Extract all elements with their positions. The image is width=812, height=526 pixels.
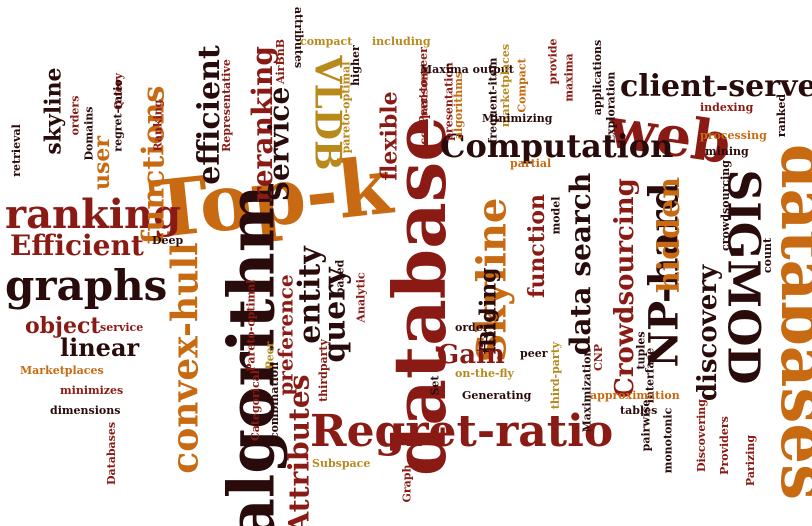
word-compact-cap: Compact	[515, 58, 529, 113]
word-convex-hull: convex-hull	[164, 242, 207, 474]
word-set: Set	[428, 375, 442, 396]
word-maxima-output: Maxima output	[420, 63, 514, 76]
word-flexible: flexible	[376, 91, 403, 181]
word-ranking-small: Ranking	[151, 99, 165, 152]
word-client-server: client-server	[620, 69, 812, 104]
word-mining: mining	[705, 145, 749, 158]
word-domains: Domains	[82, 106, 96, 161]
word-approximation: approximation	[590, 389, 680, 402]
word-skyline-small: skyline	[40, 67, 67, 155]
word-provide: provide	[546, 38, 560, 85]
word-comparisons: comparisons	[417, 66, 431, 145]
word-monotonic: monotonic	[661, 407, 675, 474]
word-thirdparty: thirdparty	[316, 339, 330, 402]
word-gain: Gain	[437, 340, 505, 370]
word-minimizes: minimizes	[60, 384, 124, 397]
word-deep: Deep	[152, 234, 184, 247]
word-attributes-small: attributes	[292, 6, 306, 69]
word-categorical: Categorical	[248, 370, 262, 441]
word-hidden: hidden	[652, 176, 688, 294]
word-algorithms: algorithms	[452, 71, 466, 140]
word-cnp: CNP	[592, 343, 606, 372]
word-exploration: Exploration	[604, 71, 618, 144]
word-crowdsourcing: crowdsourcing	[718, 160, 732, 251]
word-processing: processing	[700, 129, 767, 142]
word-analytic: Analytic	[354, 272, 368, 323]
word-entity: entity	[292, 246, 328, 344]
word-minimizing: Minimizing	[482, 112, 553, 125]
word-dimensions: dimensions	[50, 404, 121, 417]
word-providers: Providers	[717, 416, 731, 475]
word-orders: orders	[68, 95, 82, 136]
word-graph: Graph	[400, 464, 414, 503]
word-parizing: Parizing	[744, 434, 758, 487]
word-marketplaces-cap: Marketplaces	[20, 364, 104, 377]
word-retrieval: retrieval	[9, 124, 23, 177]
word-object: object	[25, 313, 101, 339]
word-combination: combination	[268, 361, 282, 440]
word-regret-ratio: regret-ratio	[111, 79, 125, 152]
word-including: including	[372, 35, 431, 48]
word-peer-small: peer	[520, 347, 548, 360]
word-count: count	[761, 237, 775, 274]
word-applications: applications	[591, 39, 605, 116]
word-data-search: data search	[564, 172, 598, 356]
word-databases-small: Databases	[105, 421, 119, 486]
word-model: model	[549, 196, 563, 235]
word-databases: databases	[766, 143, 812, 501]
word-subspace: Subspace	[312, 457, 371, 470]
word-function: function	[524, 193, 551, 299]
word-maximization: Maximization	[580, 348, 594, 433]
word-based: based	[333, 259, 347, 296]
word-maxima: maxima	[562, 53, 576, 102]
word-airbnb: AirBnB	[274, 38, 288, 85]
word-service-small: service	[100, 321, 144, 334]
word-pareto-optimal: pareto-optimal	[339, 61, 353, 154]
word-indexing: indexing	[700, 101, 754, 114]
word-tables: tables	[620, 404, 658, 417]
word-representative: Representative	[219, 59, 233, 152]
word-order: order	[455, 321, 489, 334]
word-discovery: discovery	[693, 264, 724, 402]
word-efficient-h: Efficient	[10, 229, 144, 262]
word-regret-ratio-big: Regret-ratio	[310, 406, 614, 457]
word-service-big: Service	[262, 86, 296, 202]
word-pareto-optimal-cap: Pareto-optimal	[244, 279, 258, 372]
word-third-party: third-party	[549, 341, 563, 410]
word-on-the-fly: on-the-fly	[455, 367, 514, 380]
word-partial: partial	[510, 157, 552, 170]
word-compact: compact	[300, 35, 353, 48]
word-graphs: graphs	[5, 261, 168, 310]
word-computation: Computation	[440, 127, 674, 165]
word-generating: Generating	[462, 389, 532, 402]
word-ranking: ranking	[5, 191, 182, 238]
word-discovering: Discovering	[695, 399, 708, 472]
word-linear: linear	[60, 333, 140, 362]
word-attributes-big: Attributes	[282, 374, 316, 526]
word-ranked: ranked	[775, 93, 789, 138]
word-frequent-item: frequent-item	[486, 57, 500, 144]
